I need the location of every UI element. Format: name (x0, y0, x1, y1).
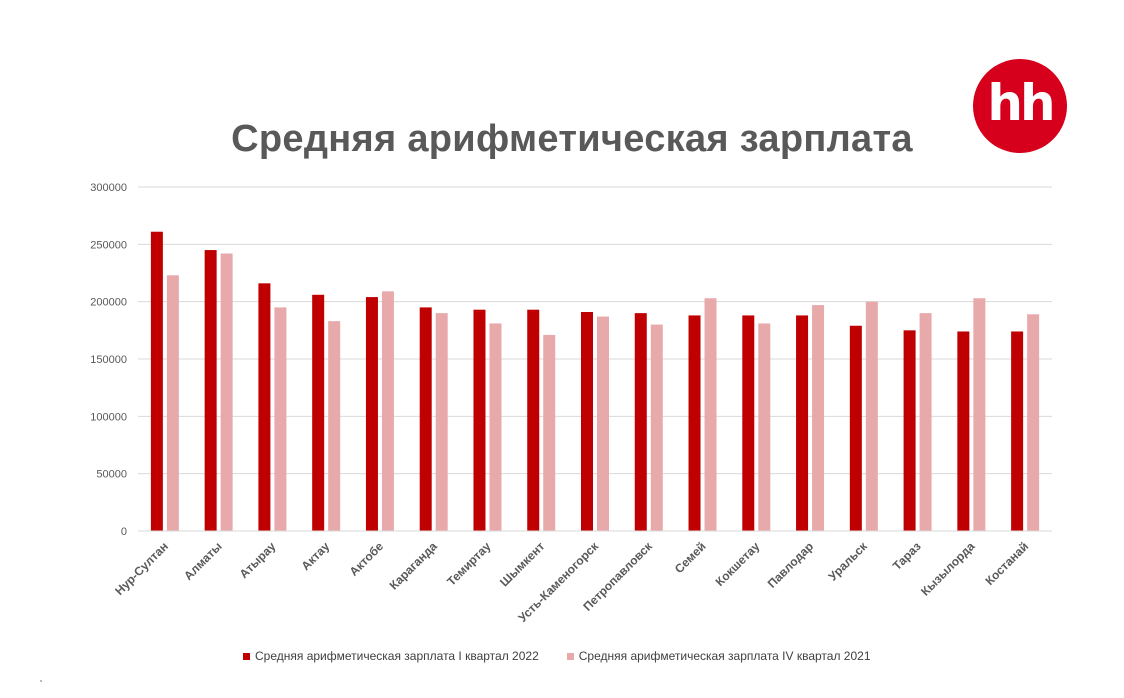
y-tick-label: 150000 (90, 354, 127, 366)
bar-series-2 (328, 321, 341, 531)
x-category-label: Актау (298, 539, 332, 573)
bar-series-2 (543, 334, 556, 531)
bar-series-2 (220, 253, 233, 532)
hh-logo: hh (973, 59, 1067, 153)
y-tick-label: 200000 (90, 297, 127, 309)
bar-series-2 (650, 324, 663, 531)
bar-series-1 (365, 297, 378, 531)
bar-series-2 (381, 291, 394, 531)
x-category-label: Шымкент (497, 539, 547, 589)
legend: Средняя арифметическая зарплата I кварта… (243, 649, 899, 663)
y-tick-label: 100000 (90, 411, 127, 423)
bar-series-1 (849, 325, 862, 531)
bar-series-1 (581, 311, 593, 531)
bar-series-2 (435, 313, 448, 531)
bar-series-2 (489, 323, 502, 531)
x-category-label: Алматы (181, 539, 225, 583)
bar-series-1 (957, 331, 970, 531)
bar-series-1 (312, 294, 325, 531)
chart-title: Средняя арифметическая зарплата (231, 118, 913, 160)
legend-item-series-2: Средняя арифметическая зарплата IV кварт… (566, 649, 871, 663)
x-category-label: Караганда (387, 539, 441, 593)
hh-logo-text: hh (987, 74, 1055, 132)
bar-series-1 (258, 283, 271, 531)
bar-series-2 (865, 301, 878, 531)
bar-series-2 (274, 307, 287, 531)
bar-series-1 (796, 315, 809, 531)
x-category-label: Павлодар (765, 539, 816, 590)
bar-series-1 (419, 307, 432, 531)
x-category-label: Семей (672, 539, 709, 576)
y-tick-label: 300000 (90, 182, 127, 194)
x-category-label: Кызылорда (918, 539, 978, 599)
bar-series-1 (204, 250, 217, 532)
bar-series-1 (688, 315, 701, 531)
x-category-label: Костанай (982, 539, 1031, 588)
bar-series-1 (634, 313, 647, 531)
bar-series-1 (742, 315, 755, 531)
x-category-label: Нур-Султан (112, 539, 171, 598)
x-category-label: Атырау (237, 539, 279, 581)
stray-dot (40, 680, 42, 682)
legend-swatch-series-1 (243, 652, 250, 660)
x-category-label: Актобе (347, 539, 387, 579)
legend-label-series-1: Средняя арифметическая зарплата I кварта… (255, 649, 539, 663)
bar-series-1 (527, 309, 540, 531)
y-tick-label: 0 (121, 526, 127, 538)
bar-series-1 (473, 309, 486, 531)
bar-series-2 (812, 305, 825, 531)
bar-series-2 (597, 316, 609, 531)
x-category-label: Кокшетау (713, 539, 763, 589)
bar-series-1 (903, 330, 916, 531)
bar-chart: 0 50000 100000 150000 200000 250000 300000 Нур-… (90, 182, 1052, 625)
y-tick-label: 250000 (90, 239, 127, 251)
bar-series-2 (1027, 314, 1040, 531)
x-category-label: Темиртау (444, 539, 494, 589)
x-category-label: Тараз (890, 539, 924, 573)
bar-series-2 (758, 323, 771, 531)
legend-swatch-series-2 (566, 652, 574, 660)
bar-series-2 (973, 298, 986, 531)
legend-label-series-2: Средняя арифметическая зарплата IV кварт… (578, 649, 871, 663)
bar-series-2 (166, 275, 179, 531)
bar-series-1 (1011, 331, 1024, 531)
x-category-label: Уральск (826, 539, 871, 584)
bar-series-2 (704, 298, 717, 531)
legend-item-series-1: Средняя арифметическая зарплата I кварта… (243, 649, 539, 663)
bar-series-1 (150, 231, 163, 531)
bar-series-2 (919, 313, 932, 531)
y-tick-label: 50000 (96, 469, 127, 481)
